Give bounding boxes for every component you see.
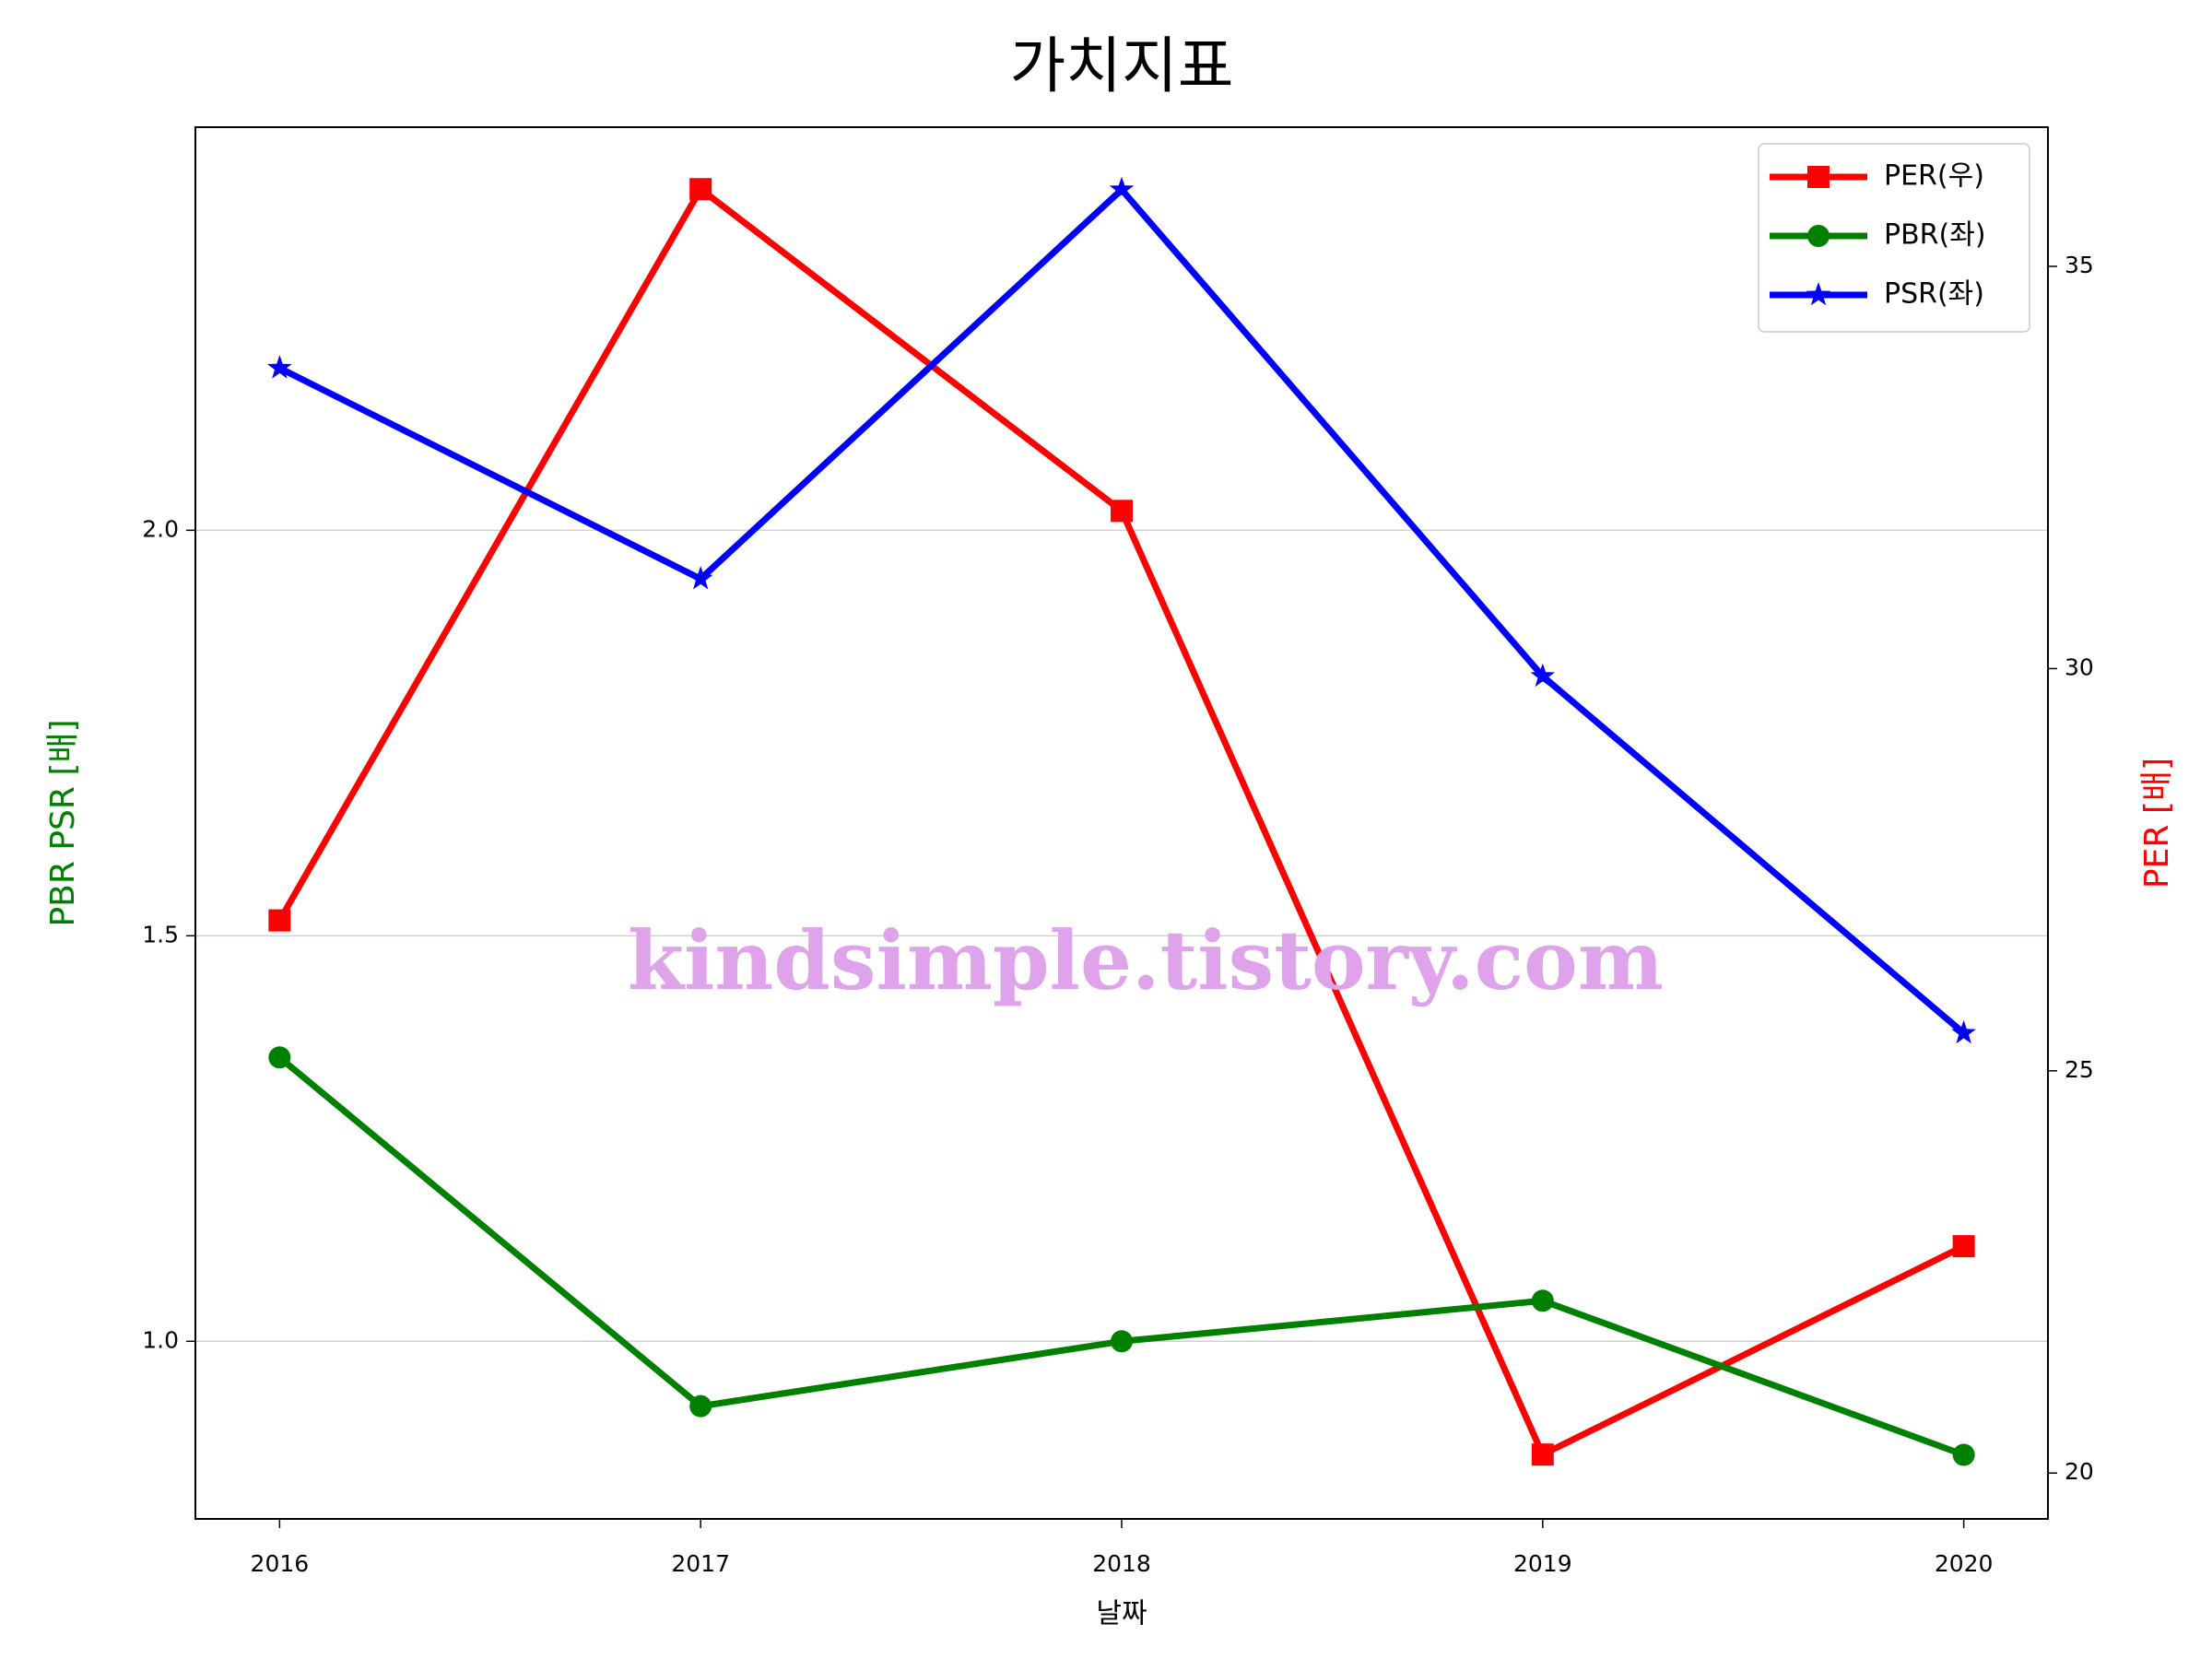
data-point — [1951, 1019, 1976, 1044]
watermark: kindsimple.tistory.com — [628, 912, 1664, 1008]
legend-label: PER(우) — [1884, 160, 1984, 193]
data-point — [1952, 1235, 1975, 1258]
data-point — [1530, 663, 1556, 688]
legend-marker — [1807, 225, 1830, 247]
y2-tick-label: 35 — [2065, 252, 2094, 278]
data-point — [1531, 1289, 1554, 1312]
x-axis-label: 날짜 — [1096, 1598, 1147, 1630]
legend-box — [1758, 143, 2030, 333]
data-point — [1952, 1443, 1975, 1466]
y2-axis-label: PER [배] — [2138, 758, 2176, 888]
x-tick-label: 2019 — [1513, 1550, 1572, 1577]
legend-marker — [1806, 282, 1831, 306]
y-tick-label: 1.5 — [142, 921, 179, 947]
y-tick-label: 1.0 — [142, 1326, 179, 1353]
y-tick-label: 2.0 — [142, 515, 179, 542]
legend-label: PSR(좌) — [1884, 278, 1984, 311]
data-point — [689, 1394, 712, 1418]
data-point — [1111, 1330, 1133, 1353]
legend-label: PBR(좌) — [1884, 219, 1986, 252]
y2-tick-label: 25 — [2065, 1056, 2094, 1083]
data-point — [1109, 176, 1135, 201]
data-point — [689, 178, 712, 201]
y2-tick-label: 20 — [2065, 1458, 2094, 1485]
y2-tick-label: 30 — [2065, 653, 2094, 680]
x-tick-label: 2018 — [1092, 1550, 1151, 1577]
x-tick-label: 2020 — [1935, 1550, 1994, 1577]
chart-title: 가치지표 — [1010, 30, 1234, 101]
data-point — [1111, 500, 1133, 523]
data-point — [1531, 1443, 1554, 1466]
legend-marker — [1807, 166, 1830, 188]
x-tick-label: 2016 — [251, 1550, 310, 1577]
y-axis-label: PBR PSR [배] — [44, 719, 82, 926]
plot-frame — [194, 126, 2049, 1520]
x-tick-label: 2017 — [671, 1550, 730, 1577]
data-point — [688, 566, 713, 590]
data-point — [267, 355, 292, 379]
data-point — [268, 1046, 291, 1069]
data-point — [268, 909, 291, 932]
